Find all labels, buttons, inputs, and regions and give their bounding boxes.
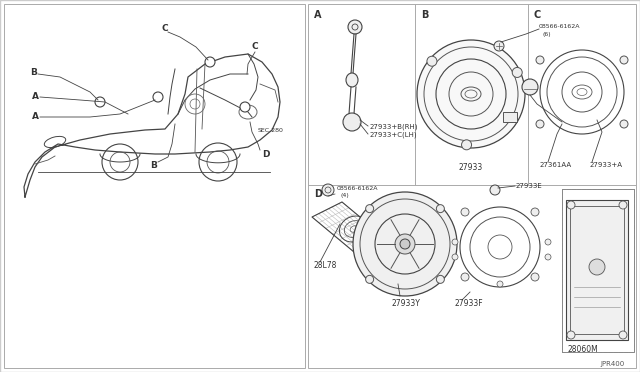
- Text: 28L78: 28L78: [314, 262, 337, 270]
- Text: JPR400: JPR400: [600, 361, 624, 367]
- Text: C: C: [252, 42, 259, 51]
- Circle shape: [436, 275, 444, 283]
- Circle shape: [452, 254, 458, 260]
- Bar: [570, 206, 624, 334]
- Text: A: A: [314, 10, 321, 20]
- Circle shape: [545, 239, 551, 245]
- Text: 27933Y: 27933Y: [392, 299, 421, 308]
- Circle shape: [452, 239, 458, 245]
- Circle shape: [620, 56, 628, 64]
- Text: B: B: [150, 160, 157, 170]
- Circle shape: [461, 208, 469, 216]
- Circle shape: [490, 185, 500, 195]
- Bar: [503, 112, 517, 122]
- Text: 27933+A: 27933+A: [590, 162, 623, 168]
- Text: (4): (4): [341, 192, 349, 198]
- Text: A: A: [32, 112, 39, 121]
- Text: B: B: [30, 67, 37, 77]
- Ellipse shape: [346, 73, 358, 87]
- Text: B: B: [421, 10, 428, 20]
- Text: 08566-6162A: 08566-6162A: [337, 186, 378, 190]
- Circle shape: [353, 192, 457, 296]
- Text: 27361AA: 27361AA: [540, 162, 572, 168]
- Circle shape: [589, 259, 605, 275]
- Bar: [566, 200, 628, 340]
- Circle shape: [153, 92, 163, 102]
- Circle shape: [531, 273, 539, 281]
- Circle shape: [567, 331, 575, 339]
- Circle shape: [531, 208, 539, 216]
- Bar: [562, 189, 634, 352]
- Circle shape: [567, 201, 575, 209]
- Circle shape: [240, 102, 250, 112]
- Circle shape: [497, 281, 503, 287]
- Circle shape: [436, 205, 444, 213]
- Bar: [308, 4, 636, 368]
- Text: D: D: [314, 189, 322, 199]
- Text: SEC.280: SEC.280: [258, 128, 284, 132]
- Circle shape: [619, 201, 627, 209]
- Circle shape: [522, 79, 538, 95]
- Text: 27933+B(RH): 27933+B(RH): [370, 124, 419, 130]
- Circle shape: [545, 254, 551, 260]
- Circle shape: [620, 120, 628, 128]
- Circle shape: [512, 67, 522, 77]
- Circle shape: [322, 184, 334, 196]
- Circle shape: [365, 275, 374, 283]
- Text: C: C: [534, 10, 541, 20]
- Bar: [4, 4, 305, 368]
- Text: (6): (6): [543, 32, 552, 36]
- Circle shape: [494, 41, 504, 51]
- Circle shape: [348, 20, 362, 34]
- Text: C: C: [162, 23, 168, 32]
- Circle shape: [461, 273, 469, 281]
- Text: 27933+C(LH): 27933+C(LH): [370, 132, 418, 138]
- Text: D: D: [262, 150, 269, 158]
- Circle shape: [365, 205, 374, 213]
- Text: 27933F: 27933F: [455, 299, 484, 308]
- Circle shape: [395, 234, 415, 254]
- Circle shape: [95, 97, 105, 107]
- Text: A: A: [32, 92, 39, 100]
- Polygon shape: [534, 48, 627, 143]
- Circle shape: [400, 239, 410, 249]
- Text: 27933: 27933: [459, 163, 483, 171]
- Circle shape: [343, 113, 361, 131]
- Polygon shape: [455, 184, 560, 292]
- Circle shape: [205, 57, 215, 67]
- Circle shape: [536, 120, 544, 128]
- Text: 08566-6162A: 08566-6162A: [539, 23, 580, 29]
- Circle shape: [536, 56, 544, 64]
- Text: 27933E: 27933E: [516, 183, 543, 189]
- Circle shape: [461, 140, 472, 150]
- Polygon shape: [312, 202, 390, 257]
- Text: 28060M: 28060M: [568, 346, 599, 355]
- Circle shape: [427, 56, 437, 66]
- Circle shape: [619, 331, 627, 339]
- Circle shape: [417, 40, 525, 148]
